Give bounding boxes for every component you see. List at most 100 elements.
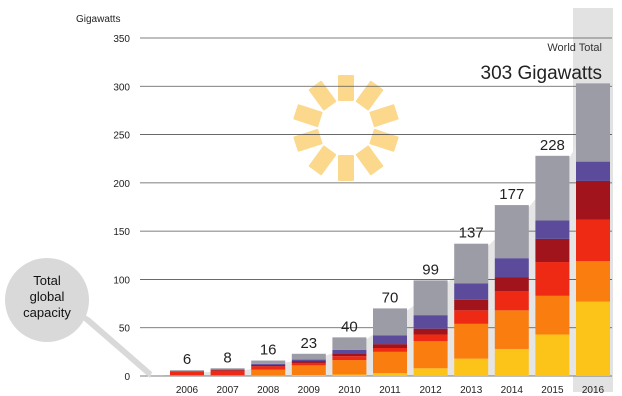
bar-segment-2011-4 bbox=[373, 335, 407, 345]
world-total-value: 303 Gigawatts bbox=[481, 63, 602, 84]
bar-total-label: 177 bbox=[499, 186, 524, 203]
bar-segment-2014-0 bbox=[494, 348, 529, 376]
bar-segment-2010-2 bbox=[332, 356, 367, 361]
bar-segment-2007-3 bbox=[210, 369, 245, 371]
bar-total-label: 23 bbox=[300, 335, 317, 352]
sun-ray bbox=[308, 80, 337, 111]
bar-segment-2016-2 bbox=[576, 219, 610, 262]
bar-segment-2008-4 bbox=[251, 363, 286, 365]
x-axis-ticks: 2006 2007 2008 2009 2010 2011 2012 2013 2014 2015… bbox=[176, 385, 605, 396]
bar-segment-2014-1 bbox=[494, 310, 529, 349]
sun-ray bbox=[293, 128, 323, 152]
bar-segment-2011-5 bbox=[373, 308, 407, 336]
bar-segment-2014-4 bbox=[494, 258, 529, 278]
bar-segment-2014-3 bbox=[494, 277, 529, 292]
bar-segment-2016-1 bbox=[576, 261, 610, 302]
bar-segment-2008-3 bbox=[251, 364, 286, 367]
y-tick-label: 200 bbox=[113, 179, 130, 190]
bar-segment-2013-5 bbox=[454, 243, 489, 284]
sun-ray bbox=[338, 75, 354, 101]
bar-total-label: 228 bbox=[540, 137, 565, 154]
bar-segment-2013-2 bbox=[454, 310, 489, 324]
y-axis-label: Gigawatts bbox=[76, 14, 120, 25]
bar-segment-2012-2 bbox=[413, 334, 448, 342]
y-tick-label: 250 bbox=[113, 131, 130, 142]
y-tick-label: 0 bbox=[124, 372, 130, 383]
y-axis-ticks: 0 50 100 150 200 250 300 350 bbox=[113, 34, 130, 383]
callout-text-line: Total bbox=[33, 273, 61, 288]
gridlines bbox=[140, 37, 612, 377]
sun-ray bbox=[369, 128, 399, 152]
bar-segment-2014-5 bbox=[494, 205, 529, 259]
total-capacity-callout: Total global capacity bbox=[5, 258, 152, 378]
bar-total-labels: 6 8 16 23 40 70 99 137 177 228 bbox=[183, 137, 565, 368]
x-tick-label: 2015 bbox=[541, 385, 564, 396]
bar-segment-2016-4 bbox=[576, 161, 610, 181]
bar-total-label: 137 bbox=[459, 225, 484, 242]
bar-segment-2014-2 bbox=[494, 291, 529, 311]
bar-segment-2010-5 bbox=[332, 337, 367, 350]
y-tick-label: 100 bbox=[113, 275, 130, 286]
bar-segment-2013-4 bbox=[454, 283, 489, 300]
x-tick-label: 2011 bbox=[379, 385, 401, 396]
bar-segment-2013-0 bbox=[454, 358, 489, 376]
world-total-label: World Total bbox=[547, 42, 602, 54]
bar-total-label: 8 bbox=[223, 349, 231, 366]
bar-segment-2010-4 bbox=[332, 349, 367, 354]
sun-ray bbox=[293, 104, 323, 128]
bar-segment-2011-0 bbox=[373, 373, 407, 376]
x-tick-label: 2012 bbox=[419, 385, 442, 396]
bar-segment-2013-1 bbox=[454, 323, 489, 359]
bar-total-label: 70 bbox=[382, 289, 399, 306]
bar-segment-2015-0 bbox=[535, 334, 570, 376]
bar-segment-2012-5 bbox=[413, 280, 448, 316]
bar-segment-2006-3 bbox=[170, 371, 204, 372]
x-tick-label: 2010 bbox=[338, 385, 361, 396]
bar-total-label: 40 bbox=[341, 318, 358, 335]
bar-segment-2009-1 bbox=[291, 365, 326, 376]
y-tick-label: 50 bbox=[119, 324, 131, 335]
x-tick-label: 2008 bbox=[257, 385, 280, 396]
x-tick-label: 2014 bbox=[501, 385, 524, 396]
callout-circle bbox=[5, 258, 89, 342]
sun-icon bbox=[293, 75, 399, 181]
bar-segment-2013-3 bbox=[454, 299, 489, 311]
bar-segment-2006-2 bbox=[170, 371, 204, 376]
bar-segment-2009-5 bbox=[291, 353, 326, 360]
bar-segment-2015-4 bbox=[535, 220, 570, 239]
bar-segment-2010-3 bbox=[332, 353, 367, 357]
bar-segment-2008-0 bbox=[251, 375, 286, 377]
x-tick-label: 2009 bbox=[298, 385, 321, 396]
bar-segment-2015-5 bbox=[535, 155, 570, 221]
bar-segment-2007-2 bbox=[210, 370, 245, 376]
bar-segment-2009-3 bbox=[291, 361, 326, 363]
sun-ray bbox=[338, 155, 354, 181]
bar-segment-2015-3 bbox=[535, 238, 570, 263]
x-tick-label: 2006 bbox=[176, 385, 199, 396]
bar-segment-2012-3 bbox=[413, 328, 448, 335]
bar-segment-2010-0 bbox=[332, 374, 367, 376]
bar-segment-2016-0 bbox=[576, 301, 610, 376]
y-tick-label: 300 bbox=[113, 82, 130, 93]
bar-segment-2008-5 bbox=[251, 360, 286, 364]
bar-segment-2007-4 bbox=[210, 369, 245, 370]
callout-text-line: capacity bbox=[23, 305, 71, 320]
bar-segment-2006-1 bbox=[170, 375, 204, 376]
bar-segment-2007-1 bbox=[210, 375, 245, 376]
bar-segment-2012-4 bbox=[413, 315, 448, 329]
sun-ray bbox=[355, 80, 384, 111]
bar-total-label: 99 bbox=[422, 261, 439, 278]
y-tick-label: 350 bbox=[113, 34, 130, 45]
x-tick-label: 2013 bbox=[460, 385, 483, 396]
bar-segment-2015-2 bbox=[535, 262, 570, 296]
bar-segment-2010-1 bbox=[332, 360, 367, 375]
sun-ray bbox=[308, 145, 337, 176]
sun-ray bbox=[355, 145, 384, 176]
bar-total-label: 6 bbox=[183, 351, 191, 368]
bar-segment-2011-3 bbox=[373, 344, 407, 348]
bar-segment-2016-5 bbox=[576, 83, 610, 162]
bar-segment-2008-1 bbox=[251, 369, 286, 376]
callout-text-line: global bbox=[30, 289, 65, 304]
bar-segment-2011-1 bbox=[373, 351, 407, 374]
